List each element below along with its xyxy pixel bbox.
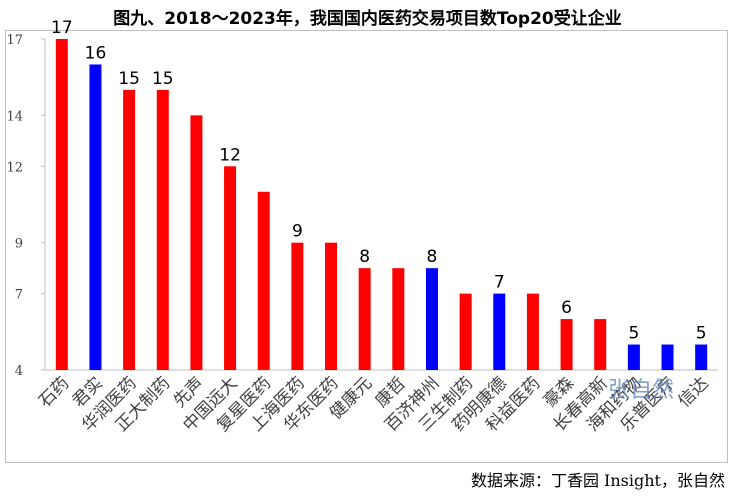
bar	[392, 268, 405, 370]
bar	[325, 242, 338, 370]
data-label: 8	[359, 247, 370, 267]
bar	[89, 64, 102, 370]
data-label: 15	[152, 69, 174, 89]
data-label: 16	[85, 43, 107, 63]
data-label: 12	[219, 145, 241, 165]
chart-frame	[5, 30, 728, 463]
y-tick-label: 12	[6, 160, 23, 175]
bar	[526, 293, 539, 370]
bar	[493, 293, 506, 370]
bar	[291, 242, 304, 370]
data-label: 9	[292, 222, 303, 242]
chart-title: 图九、2018～2023年，我国国内医药交易项目数Top20受让企业	[113, 9, 622, 29]
bar	[695, 344, 708, 370]
watermark: 张自然	[608, 378, 675, 403]
category-label: 石药	[35, 373, 73, 411]
data-label: 15	[118, 69, 140, 89]
category-label: 信达	[675, 373, 713, 411]
bar	[627, 344, 640, 370]
bar	[560, 319, 573, 370]
source-note: 数据来源：丁香园 Insight，张自然	[470, 471, 725, 490]
data-label: 17	[51, 18, 73, 38]
bar	[661, 344, 674, 370]
bar	[594, 319, 607, 370]
bar	[459, 293, 472, 370]
data-label: 8	[427, 247, 438, 267]
bar	[257, 191, 270, 370]
data-label: 6	[561, 298, 572, 318]
y-tick-label: 17	[6, 33, 23, 48]
bar	[358, 268, 371, 370]
y-tick-label: 14	[6, 109, 23, 124]
y-tick-label: 9	[15, 237, 23, 252]
bar	[123, 89, 136, 370]
data-label: 5	[696, 324, 707, 344]
y-tick-label: 4	[15, 364, 23, 379]
bar	[425, 268, 438, 370]
bar	[55, 39, 68, 370]
y-tick-label: 7	[15, 288, 23, 303]
bar	[190, 115, 203, 370]
data-label: 7	[494, 273, 505, 293]
data-label: 5	[628, 324, 639, 344]
bar	[224, 166, 237, 370]
bar	[156, 89, 169, 370]
